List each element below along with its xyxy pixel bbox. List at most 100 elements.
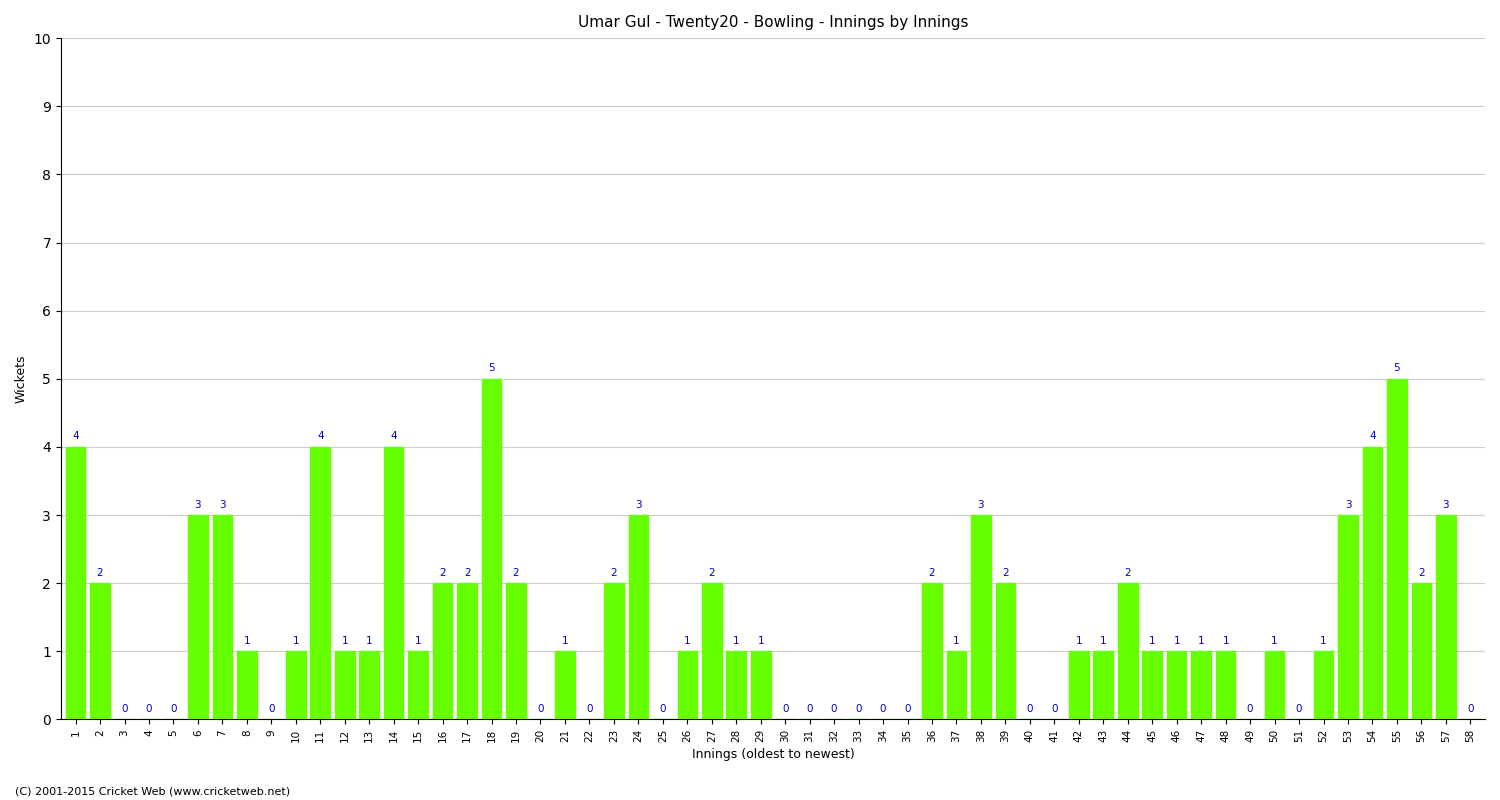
Bar bbox=[1388, 378, 1407, 719]
Text: 4: 4 bbox=[316, 431, 324, 442]
Bar bbox=[996, 583, 1016, 719]
Y-axis label: Wickets: Wickets bbox=[15, 354, 28, 403]
Bar bbox=[604, 583, 624, 719]
Text: 4: 4 bbox=[1370, 431, 1376, 442]
Text: 3: 3 bbox=[634, 500, 642, 510]
Bar bbox=[970, 515, 990, 719]
Bar bbox=[408, 651, 428, 719]
Text: 0: 0 bbox=[586, 704, 592, 714]
Text: 0: 0 bbox=[170, 704, 177, 714]
Text: 1: 1 bbox=[1076, 636, 1082, 646]
Bar bbox=[1436, 515, 1455, 719]
Text: 4: 4 bbox=[72, 431, 80, 442]
Bar bbox=[726, 651, 746, 719]
Text: 5: 5 bbox=[1394, 363, 1400, 374]
Bar bbox=[678, 651, 698, 719]
Bar bbox=[66, 447, 86, 719]
Bar bbox=[237, 651, 256, 719]
Text: 2: 2 bbox=[513, 568, 519, 578]
Text: 1: 1 bbox=[684, 636, 690, 646]
Bar bbox=[1362, 447, 1382, 719]
Bar bbox=[752, 651, 771, 719]
Text: 2: 2 bbox=[928, 568, 936, 578]
Text: 0: 0 bbox=[1026, 704, 1033, 714]
Bar bbox=[90, 583, 110, 719]
Text: 1: 1 bbox=[1149, 636, 1155, 646]
Text: 2: 2 bbox=[464, 568, 471, 578]
Text: 1: 1 bbox=[734, 636, 740, 646]
Bar bbox=[1167, 651, 1186, 719]
Text: 0: 0 bbox=[268, 704, 274, 714]
Text: 1: 1 bbox=[1222, 636, 1228, 646]
Text: 2: 2 bbox=[1418, 568, 1425, 578]
Bar bbox=[1118, 583, 1137, 719]
Bar bbox=[360, 651, 380, 719]
Text: 2: 2 bbox=[440, 568, 446, 578]
Text: 2: 2 bbox=[1125, 568, 1131, 578]
Text: 1: 1 bbox=[366, 636, 372, 646]
Text: 0: 0 bbox=[880, 704, 886, 714]
Bar bbox=[310, 447, 330, 719]
Bar bbox=[433, 583, 453, 719]
Text: 1: 1 bbox=[758, 636, 764, 646]
Text: 1: 1 bbox=[416, 636, 422, 646]
Text: 1: 1 bbox=[1198, 636, 1204, 646]
Bar bbox=[946, 651, 966, 719]
Bar bbox=[334, 651, 354, 719]
Text: 0: 0 bbox=[660, 704, 666, 714]
Bar bbox=[1094, 651, 1113, 719]
Text: 1: 1 bbox=[243, 636, 250, 646]
Bar bbox=[1314, 651, 1334, 719]
Bar bbox=[458, 583, 477, 719]
Text: 0: 0 bbox=[904, 704, 910, 714]
Text: 1: 1 bbox=[1320, 636, 1328, 646]
Bar bbox=[1412, 583, 1431, 719]
Text: 2: 2 bbox=[708, 568, 716, 578]
Bar bbox=[188, 515, 207, 719]
Text: 3: 3 bbox=[195, 500, 201, 510]
Text: 1: 1 bbox=[1100, 636, 1107, 646]
Text: 2: 2 bbox=[1002, 568, 1008, 578]
Text: 0: 0 bbox=[831, 704, 837, 714]
Text: 1: 1 bbox=[1272, 636, 1278, 646]
Text: 0: 0 bbox=[122, 704, 128, 714]
Text: (C) 2001-2015 Cricket Web (www.cricketweb.net): (C) 2001-2015 Cricket Web (www.cricketwe… bbox=[15, 786, 290, 796]
Text: 0: 0 bbox=[1246, 704, 1254, 714]
Bar bbox=[922, 583, 942, 719]
Text: 3: 3 bbox=[978, 500, 984, 510]
Bar bbox=[506, 583, 526, 719]
Text: 3: 3 bbox=[1443, 500, 1449, 510]
Text: 0: 0 bbox=[537, 704, 543, 714]
Bar bbox=[555, 651, 574, 719]
Bar bbox=[1191, 651, 1210, 719]
Bar bbox=[1216, 651, 1236, 719]
Text: 1: 1 bbox=[952, 636, 960, 646]
Text: 3: 3 bbox=[1344, 500, 1352, 510]
Title: Umar Gul - Twenty20 - Bowling - Innings by Innings: Umar Gul - Twenty20 - Bowling - Innings … bbox=[578, 15, 968, 30]
Text: 1: 1 bbox=[561, 636, 568, 646]
Bar bbox=[1338, 515, 1358, 719]
Text: 0: 0 bbox=[855, 704, 862, 714]
Bar bbox=[482, 378, 501, 719]
Text: 0: 0 bbox=[782, 704, 789, 714]
Bar bbox=[1143, 651, 1162, 719]
X-axis label: Innings (oldest to newest): Innings (oldest to newest) bbox=[692, 748, 855, 761]
Text: 4: 4 bbox=[390, 431, 398, 442]
Text: 1: 1 bbox=[292, 636, 298, 646]
Text: 2: 2 bbox=[610, 568, 616, 578]
Bar bbox=[1264, 651, 1284, 719]
Bar bbox=[628, 515, 648, 719]
Bar bbox=[213, 515, 232, 719]
Text: 0: 0 bbox=[146, 704, 152, 714]
Text: 1: 1 bbox=[342, 636, 348, 646]
Text: 2: 2 bbox=[96, 568, 104, 578]
Text: 0: 0 bbox=[1052, 704, 1058, 714]
Text: 1: 1 bbox=[1173, 636, 1180, 646]
Text: 5: 5 bbox=[488, 363, 495, 374]
Text: 3: 3 bbox=[219, 500, 225, 510]
Text: 0: 0 bbox=[1296, 704, 1302, 714]
Bar bbox=[1070, 651, 1089, 719]
Bar bbox=[286, 651, 306, 719]
Text: 0: 0 bbox=[1467, 704, 1473, 714]
Bar bbox=[384, 447, 404, 719]
